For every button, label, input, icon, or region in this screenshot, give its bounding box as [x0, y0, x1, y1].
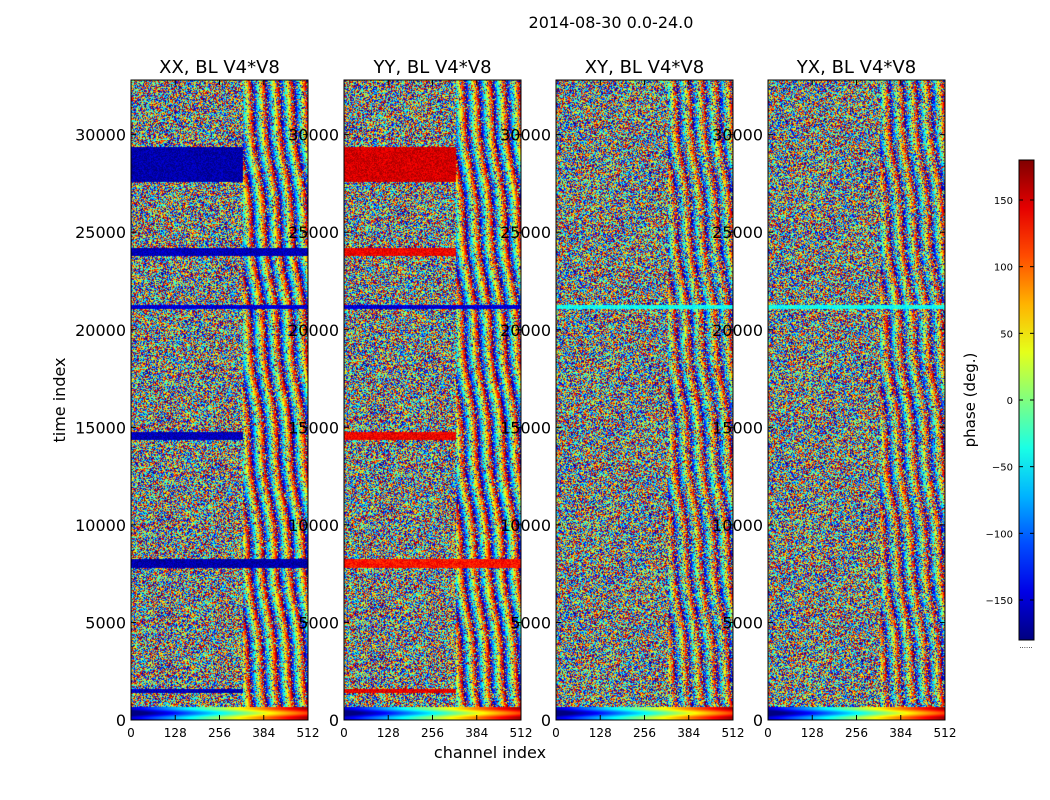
colorbar-tick-label: 0 [1007, 396, 1013, 407]
figure-title: 2014-08-30 0.0-24.0 [529, 13, 694, 32]
y-tick-label: 20000 [288, 321, 339, 340]
y-tick-label: 10000 [75, 516, 126, 535]
colorbar: −150 −100 −50 0 50 100 150 [986, 159, 1035, 641]
panel-3-title: XY, BL V4*V8 [585, 57, 704, 78]
panel-4-title: YX, BL V4*V8 [796, 57, 916, 78]
colorbar-tick-label: 50 [1000, 329, 1013, 340]
x-tick-label: 0 [764, 726, 772, 740]
x-tick-label: 0 [552, 726, 560, 740]
y-tick-label: 5000 [722, 613, 763, 632]
y-tick-label: 30000 [500, 126, 551, 145]
y-tick-label: 20000 [75, 321, 126, 340]
x-tick-label: 384 [677, 726, 700, 740]
y-tick-label: 25000 [288, 223, 339, 242]
x-tick-label: 256 [208, 726, 231, 740]
panel-4: YX, BL V4*V8 0 128 256 384 512 0 5000 10000 15000… [712, 57, 956, 740]
panel-4-phase-image [768, 80, 945, 720]
y-tick-label: 25000 [712, 223, 763, 242]
panel-1-title: XX, BL V4*V8 [159, 57, 280, 78]
x-tick-label: 384 [889, 726, 912, 740]
colorbar-tick-label: 150 [994, 196, 1013, 207]
panel-3-phase-image [556, 80, 733, 720]
y-tick-label: 20000 [500, 321, 551, 340]
x-tick-label: 0 [127, 726, 135, 740]
x-tick-label: 512 [510, 726, 533, 740]
x-tick-label: 384 [252, 726, 275, 740]
y-tick-label: 5000 [85, 613, 126, 632]
y-axis-label: time index [50, 357, 69, 442]
y-tick-label: 15000 [75, 418, 126, 437]
y-tick-label: 10000 [500, 516, 551, 535]
panel-3: XY, BL V4*V8 0 128 256 384 512 0 5000 10000 15000… [500, 57, 744, 740]
x-tick-label: 0 [340, 726, 348, 740]
y-tick-label: 25000 [500, 223, 551, 242]
y-tick-label: 30000 [75, 126, 126, 145]
colorbar-label: phase (deg.) [961, 353, 979, 448]
y-tick-label: 30000 [712, 126, 763, 145]
colorbar-tick-label: −50 [992, 463, 1013, 474]
y-tick-label: 5000 [298, 613, 339, 632]
colorbar-tick-label: 100 [994, 263, 1013, 274]
y-tick-label: 15000 [288, 418, 339, 437]
panel-2-title: YY, BL V4*V8 [372, 57, 491, 78]
panel-2: YY, BL V4*V8 0 128 256 384 512 0 5000 10000 15000… [288, 57, 532, 740]
colorbar-footer: ...... [1019, 642, 1032, 650]
panel-2-phase-image [344, 80, 521, 720]
panels-group: XX, BL V4*V8 0 128 256 384 512 0 5000 10000 15000… [75, 57, 956, 740]
x-tick-label: 128 [377, 726, 400, 740]
y-tick-label: 0 [116, 711, 126, 730]
y-tick-label: 15000 [712, 418, 763, 437]
y-tick-label: 15000 [500, 418, 551, 437]
x-tick-label: 128 [164, 726, 187, 740]
y-tick-label: 0 [753, 711, 763, 730]
x-tick-label: 128 [801, 726, 824, 740]
y-tick-label: 10000 [288, 516, 339, 535]
x-tick-label: 512 [722, 726, 745, 740]
y-tick-label: 20000 [712, 321, 763, 340]
y-tick-label: 0 [541, 711, 551, 730]
x-tick-label: 512 [934, 726, 957, 740]
x-tick-label: 384 [465, 726, 488, 740]
y-tick-label: 25000 [75, 223, 126, 242]
x-tick-label: 128 [589, 726, 612, 740]
x-axis-label: channel index [434, 743, 546, 762]
panel-1-phase-image [131, 80, 308, 720]
y-tick-label: 30000 [288, 126, 339, 145]
colorbar-tick-label: −150 [986, 596, 1013, 607]
x-tick-label: 256 [421, 726, 444, 740]
x-tick-label: 512 [297, 726, 320, 740]
y-tick-label: 10000 [712, 516, 763, 535]
x-tick-label: 256 [633, 726, 656, 740]
x-tick-label: 256 [845, 726, 868, 740]
panel-1: XX, BL V4*V8 0 128 256 384 512 0 5000 10000 15000… [75, 57, 319, 740]
y-tick-label: 5000 [510, 613, 551, 632]
colorbar-tick-label: −100 [986, 529, 1013, 540]
y-tick-label: 0 [329, 711, 339, 730]
